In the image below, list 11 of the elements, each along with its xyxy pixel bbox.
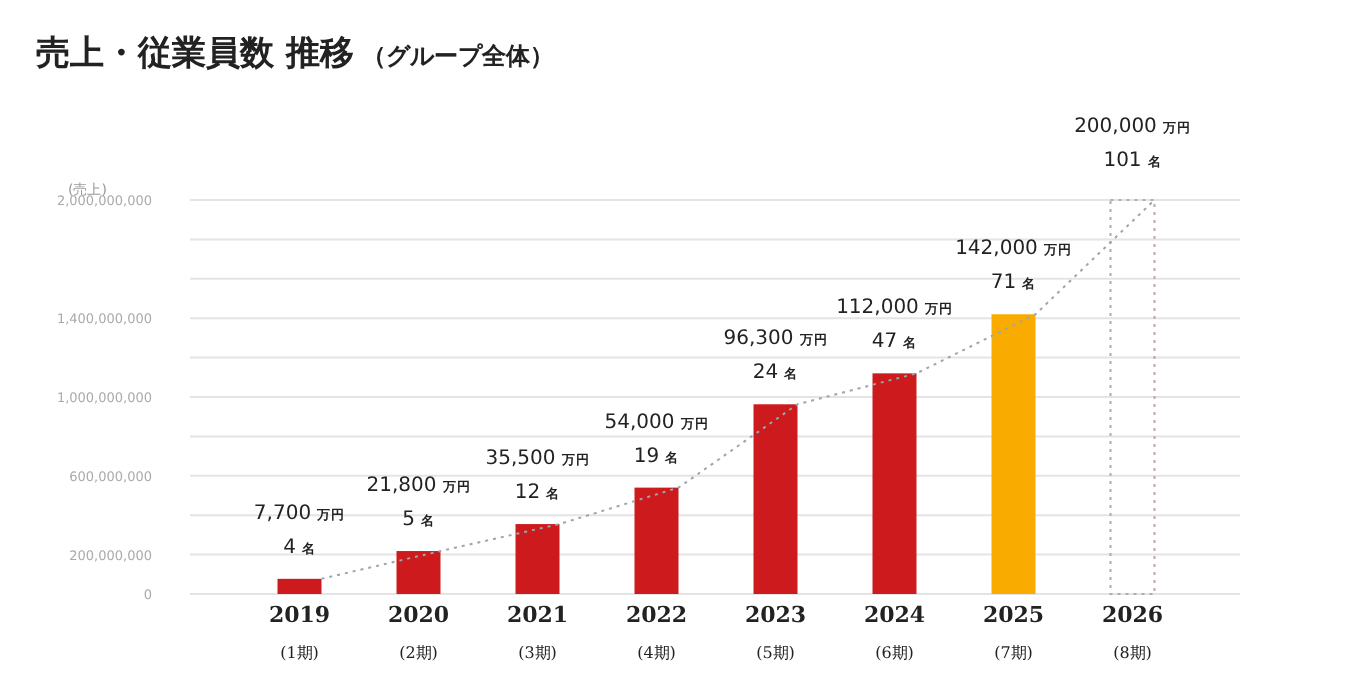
bar: [991, 314, 1036, 594]
bar: [634, 487, 679, 594]
bar: [515, 524, 560, 594]
line-series: [320, 199, 1156, 580]
bar: [277, 578, 322, 594]
bar: [753, 404, 798, 594]
chart-subtitle: （グループ全体）: [361, 42, 554, 70]
chart-title: 売上・従業員数 推移: [36, 34, 354, 74]
bar: [396, 551, 441, 594]
bar: [1109, 199, 1156, 595]
bar: [872, 373, 917, 594]
